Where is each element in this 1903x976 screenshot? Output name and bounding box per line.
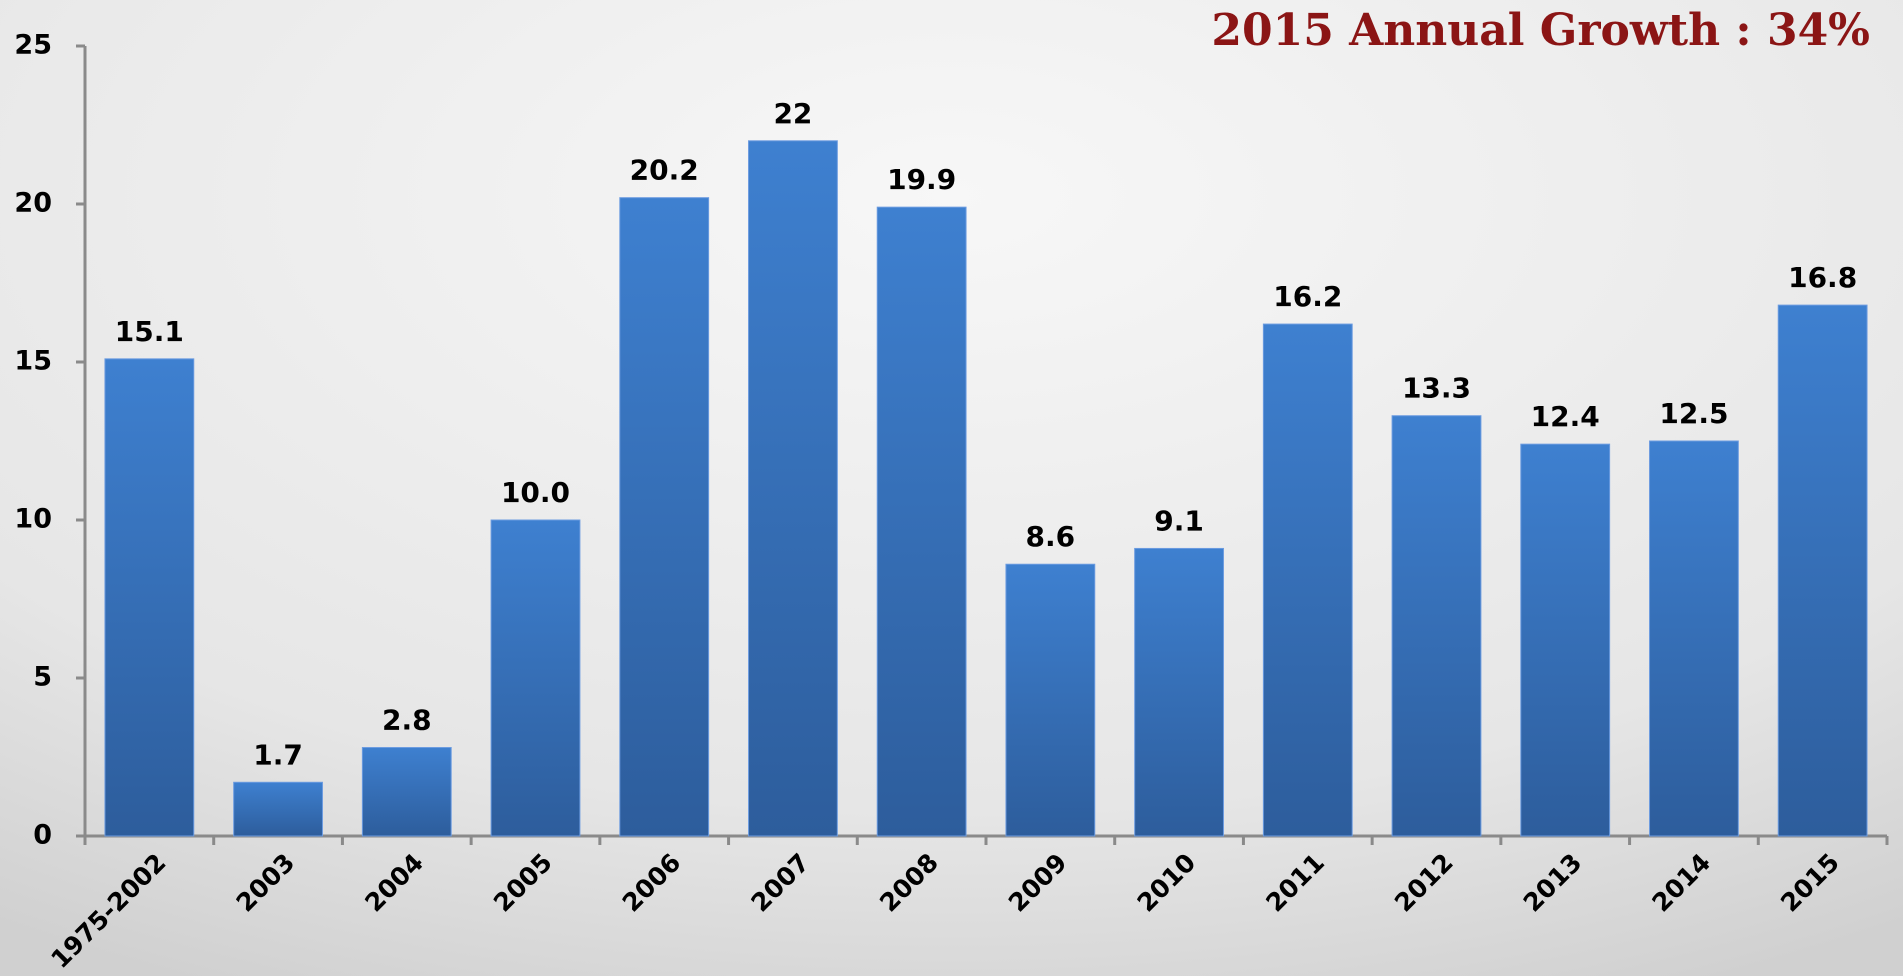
y-tick-label: 5 bbox=[33, 662, 52, 693]
data-label: 20.2 bbox=[630, 154, 699, 187]
data-label: 10.0 bbox=[501, 476, 570, 509]
data-label: 16.2 bbox=[1273, 280, 1342, 313]
data-label: 12.5 bbox=[1659, 397, 1728, 430]
bar bbox=[1520, 443, 1611, 837]
bar bbox=[1649, 440, 1739, 837]
bar bbox=[233, 781, 323, 837]
data-label: 15.1 bbox=[115, 315, 184, 348]
y-tick-label: 15 bbox=[14, 346, 52, 377]
data-label: 13.3 bbox=[1402, 372, 1471, 405]
bar bbox=[876, 206, 967, 837]
chart-title: 2015 Annual Growth : 34% bbox=[1211, 5, 1870, 56]
y-tick-label: 20 bbox=[14, 188, 52, 219]
data-label: 12.4 bbox=[1531, 400, 1600, 433]
bar bbox=[1777, 304, 1868, 837]
data-label: 1.7 bbox=[253, 738, 303, 771]
bar bbox=[104, 358, 195, 837]
data-label: 8.6 bbox=[1026, 520, 1076, 553]
bar bbox=[619, 197, 710, 837]
bar bbox=[490, 519, 581, 837]
bar bbox=[1262, 323, 1353, 837]
data-label: 2.8 bbox=[382, 704, 432, 737]
bar bbox=[1005, 563, 1096, 837]
data-label: 9.1 bbox=[1154, 504, 1204, 537]
data-label: 16.8 bbox=[1788, 261, 1857, 294]
data-label: 19.9 bbox=[887, 163, 956, 196]
y-tick-label: 0 bbox=[33, 820, 52, 851]
bar bbox=[748, 140, 838, 837]
y-tick-label: 25 bbox=[14, 30, 52, 61]
data-label: 22 bbox=[773, 97, 812, 130]
bar bbox=[361, 747, 452, 837]
bar bbox=[1134, 547, 1224, 837]
bar bbox=[1391, 415, 1482, 837]
y-tick-label: 10 bbox=[14, 504, 52, 535]
